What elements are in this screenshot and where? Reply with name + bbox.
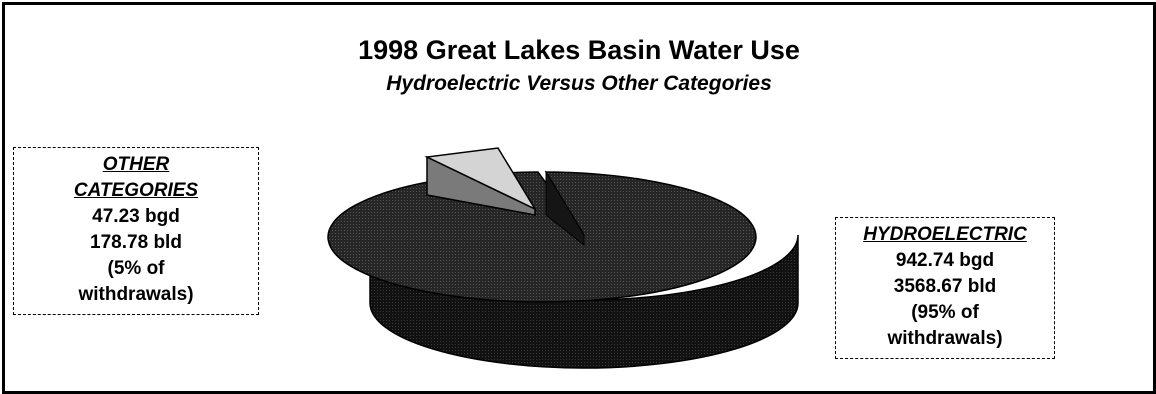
hydro-percent-suffix: withdrawals) (887, 328, 1003, 349)
chart-subtitle: Hydroelectric Versus Other Categories (386, 72, 772, 95)
other-percent-suffix: withdrawals) (78, 284, 194, 305)
label-hydroelectric: HYDROELECTRIC 942.74 bgd 3568.67 bld (95… (835, 217, 1055, 359)
slice-hydroelectric-notch-wall (545, 170, 585, 247)
slice-other (424, 147, 537, 211)
slice-hydroelectric (327, 171, 757, 303)
other-percent: (5% of (107, 258, 165, 279)
hydro-bgd: 942.74 bgd (895, 250, 995, 271)
label-other-categories: OTHER CATEGORIES 47.23 bgd 178.78 bld (5… (13, 147, 259, 315)
other-bgd: 47.23 bgd (92, 206, 180, 227)
other-label-line2: CATEGORIES (73, 180, 199, 201)
chart-title: 1998 Great Lakes Basin Water Use (358, 35, 800, 65)
hydro-label: HYDROELECTRIC (863, 224, 1027, 245)
other-label-line1: OTHER (102, 154, 170, 175)
pie-chart (327, 147, 799, 369)
other-bld: 178.78 bld (90, 232, 182, 253)
hydro-percent: (95% of (911, 302, 979, 323)
hydro-bld: 3568.67 bld (893, 276, 997, 297)
